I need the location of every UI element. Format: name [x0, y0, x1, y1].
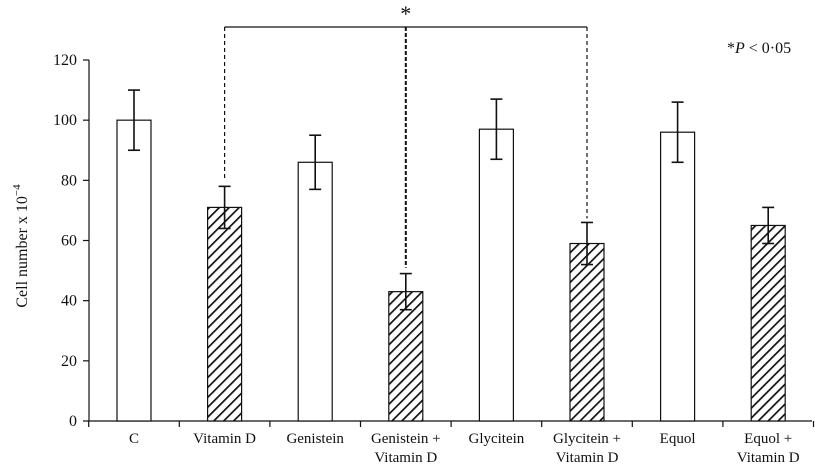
- x-category-label: Vitamin D: [193, 431, 256, 447]
- p-value-note-rest: < 0·05: [745, 40, 791, 57]
- x-category-label-line: C: [129, 431, 139, 447]
- bars-group: [116, 89, 786, 422]
- y-axis-label-text: Cell number x 10: [14, 196, 31, 308]
- x-category-label-line: Genistein: [286, 431, 344, 447]
- y-tick-label: 40: [61, 293, 77, 310]
- bar: [750, 224, 786, 422]
- x-category-label: Glycitein + Vitamin D: [553, 431, 621, 466]
- bar: [478, 128, 514, 422]
- p-value-note-p: P: [734, 40, 745, 57]
- bar: [569, 242, 605, 422]
- x-category-label-line: Equol: [660, 431, 696, 447]
- bar: [297, 161, 333, 422]
- x-category-label-line: Vitamin D: [737, 450, 800, 466]
- axes: 0 20 40 60 80 100 120 C Vitamin D Genistein Genist…: [53, 52, 815, 466]
- bar: [207, 206, 243, 422]
- x-category-label: Glycitein: [468, 431, 524, 447]
- x-category-label: Equol: [660, 431, 696, 447]
- p-value-note: *P < 0·05: [727, 40, 791, 57]
- y-tick-label: 60: [61, 233, 77, 250]
- x-category-label-line: Vitamin D: [193, 431, 256, 447]
- y-axis-label-superscript: −4: [11, 184, 23, 196]
- p-value-note-star: *: [727, 40, 735, 57]
- x-category-label: Genistein + Vitamin D: [371, 431, 441, 466]
- x-category-label-line: Glycitein +: [553, 431, 621, 447]
- x-category-label: Genistein: [286, 431, 344, 447]
- x-category-label-line: Equol +: [744, 431, 792, 447]
- bar: [116, 119, 152, 422]
- x-category-label: C: [129, 431, 139, 447]
- y-tick-label: 80: [61, 172, 77, 189]
- y-tick-label: 120: [53, 52, 77, 69]
- x-category-label-line: Genistein +: [371, 431, 441, 447]
- bar: [659, 131, 696, 422]
- y-tick-label: 20: [61, 353, 77, 370]
- y-tick-label: 0: [69, 413, 77, 430]
- x-category-label-line: Glycitein: [468, 431, 524, 447]
- significance-star: *: [400, 1, 411, 26]
- x-category-label-line: Vitamin D: [374, 450, 437, 466]
- x-category-label: Equol + Vitamin D: [737, 431, 800, 466]
- y-axis-label: Cell number x 10−4: [11, 184, 31, 308]
- significance-bracket: *: [224, 1, 588, 268]
- y-tick-label: 100: [53, 112, 77, 129]
- bar: [388, 291, 424, 422]
- x-category-label-line: Vitamin D: [556, 450, 619, 466]
